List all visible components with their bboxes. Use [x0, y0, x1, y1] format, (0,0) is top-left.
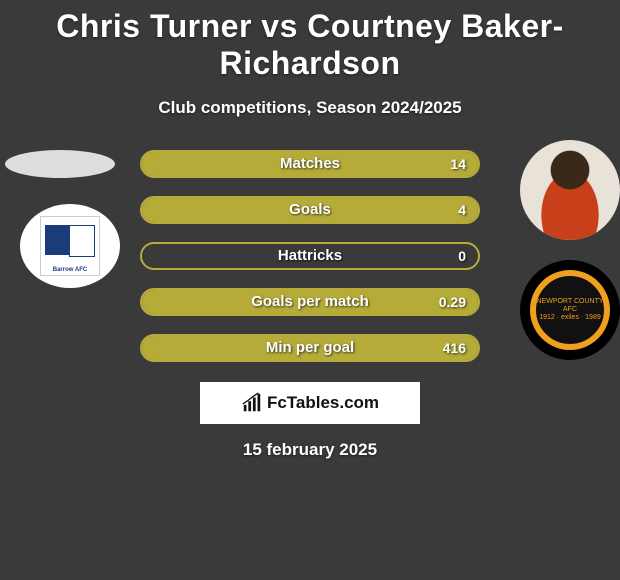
stat-label: Matches [142, 152, 478, 176]
stat-label: Goals [142, 198, 478, 222]
barrow-crest-icon: Barrow AFC [40, 216, 100, 276]
club-left-crest: Barrow AFC [20, 204, 120, 288]
fctables-badge[interactable]: FcTables.com [200, 382, 420, 424]
match-date: 15 february 2025 [0, 440, 620, 460]
player-photo-icon [520, 140, 620, 240]
fctables-label: FcTables.com [267, 393, 379, 413]
stat-label: Goals per match [142, 290, 478, 314]
barrow-crest-label: Barrow AFC [41, 267, 99, 273]
newport-crest-icon: NEWPORT COUNTY AFC1912 · exiles · 1989 [530, 270, 610, 350]
stat-bar: Hattricks0 [140, 242, 480, 270]
newport-crest-label: NEWPORT COUNTY AFC1912 · exiles · 1989 [536, 298, 604, 321]
stat-value-right: 0 [458, 244, 466, 268]
stat-value-right: 14 [450, 152, 466, 176]
stat-bar: Matches14 [140, 150, 480, 178]
stat-label: Hattricks [142, 244, 478, 268]
club-right-crest: NEWPORT COUNTY AFC1912 · exiles · 1989 [520, 260, 620, 360]
stat-bars: Matches14 Goals4 Hattricks0 Goals per match… [140, 150, 480, 380]
page-title: Chris Turner vs Courtney Baker-Richardso… [0, 0, 620, 82]
stat-value-right: 416 [443, 336, 466, 360]
stat-bar: Min per goal416 [140, 334, 480, 362]
player-left-avatar [5, 150, 115, 178]
subtitle: Club competitions, Season 2024/2025 [0, 98, 620, 118]
player-right-avatar [520, 140, 620, 240]
comparison-card: Chris Turner vs Courtney Baker-Richardso… [0, 0, 620, 580]
stat-bar: Goals per match0.29 [140, 288, 480, 316]
stat-bar: Goals4 [140, 196, 480, 224]
stat-value-right: 0.29 [439, 290, 466, 314]
chart-icon [241, 392, 263, 414]
stat-label: Min per goal [142, 336, 478, 360]
stat-value-right: 4 [458, 198, 466, 222]
